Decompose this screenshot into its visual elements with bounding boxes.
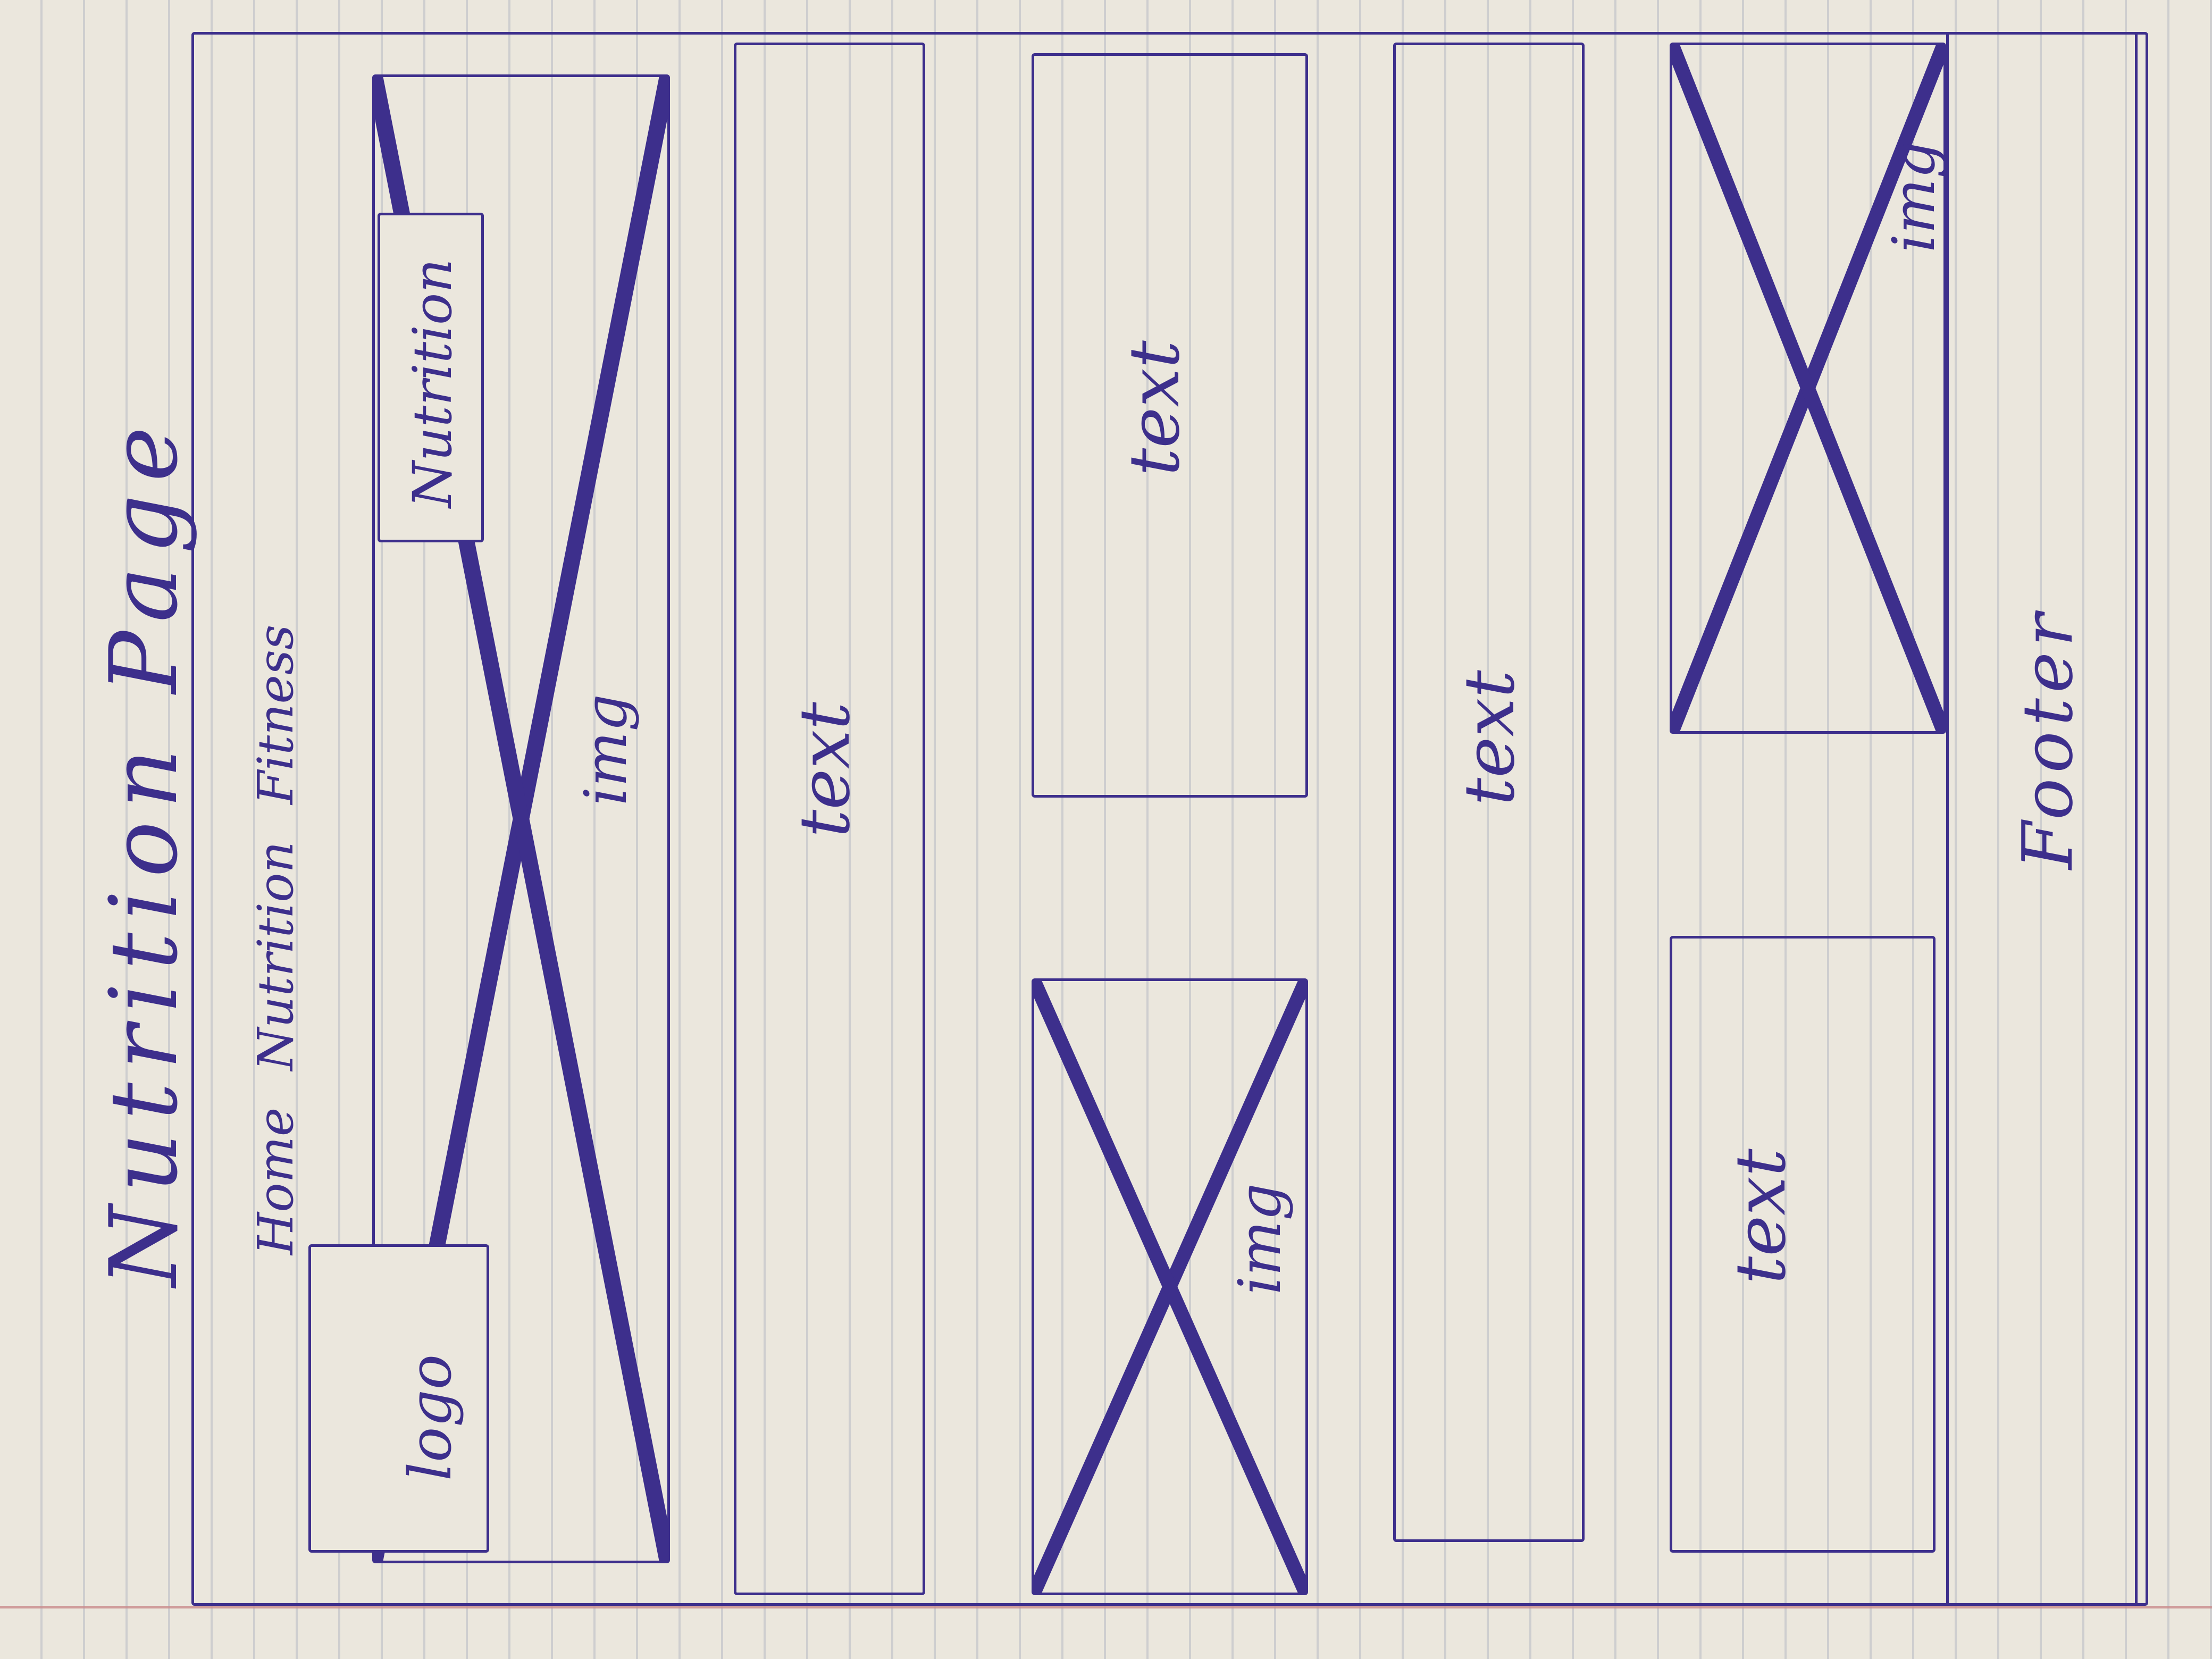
nav-item-fitness[interactable]: Fitness [247, 624, 304, 805]
text-block-2: text [1032, 53, 1308, 798]
footer-placeholder: Footer [1946, 32, 2138, 1606]
logo-label: logo [396, 1354, 464, 1481]
nutrition-tab[interactable]: Nutrition [378, 213, 484, 542]
text-block-1-label: text [784, 702, 865, 837]
image-placeholder-3: img [1670, 43, 1948, 734]
text-block-3-label: text [1449, 670, 1530, 806]
nav-bar: Home Nutrition Fitness [247, 85, 322, 1255]
text-block-4: text [1670, 936, 1936, 1553]
image-cross-2 [1034, 981, 1305, 1593]
text-block-1: text [734, 43, 925, 1595]
nav-item-home[interactable]: Home [247, 1107, 304, 1255]
footer-label: Footer [2007, 608, 2088, 869]
text-block-4-label: text [1720, 1149, 1801, 1284]
text-block-2-label: text [1114, 340, 1195, 476]
image-placeholder-2: img [1032, 978, 1308, 1595]
page-title: Nutrition Page [90, 414, 198, 1287]
notebook-margin-line [0, 1606, 2212, 1608]
image-label-2: img [1226, 1183, 1294, 1295]
hero-image-label: img [572, 694, 640, 806]
image-cross-3 [1672, 45, 1943, 731]
nav-item-nutrition[interactable]: Nutrition [247, 841, 304, 1071]
logo-placeholder[interactable]: logo [308, 1244, 489, 1553]
image-label-3: img [1880, 141, 1948, 253]
nutrition-tab-label: Nutrition [401, 258, 464, 508]
text-block-3: text [1393, 43, 1585, 1542]
